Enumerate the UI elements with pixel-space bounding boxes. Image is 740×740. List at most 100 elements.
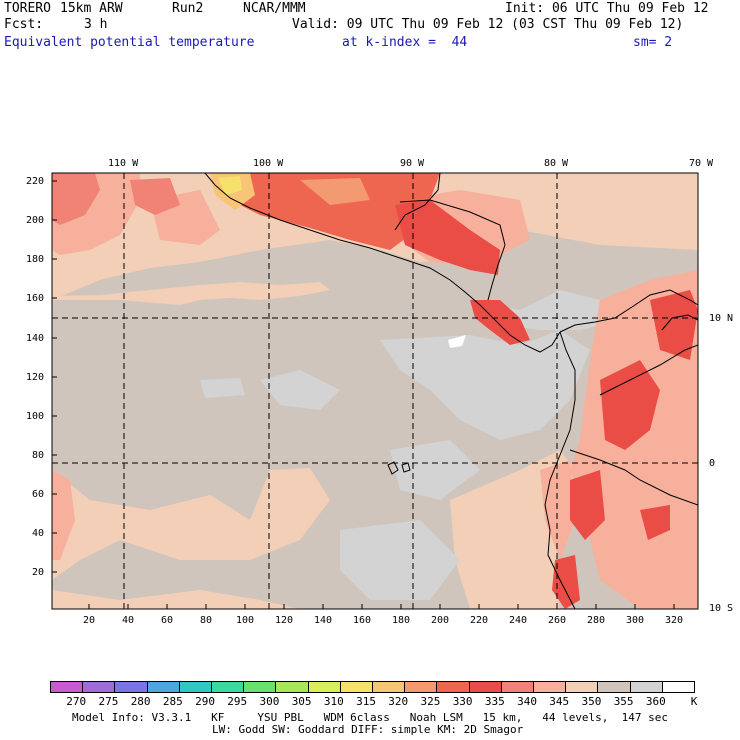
x-tick-280: 280 <box>587 615 606 626</box>
forecast-value: 3 h <box>84 17 108 32</box>
field-330-andes-north <box>600 360 660 450</box>
lon-label-70w: 70 W <box>689 158 714 169</box>
colorbar-label-360: 360 <box>645 695 666 708</box>
colorbar-swatch-290 <box>178 681 212 693</box>
field-360-patch <box>448 335 466 348</box>
x-tick-200: 200 <box>431 615 450 626</box>
colorbar-swatch-345 <box>533 681 567 693</box>
field-355-patch-5 <box>340 520 460 600</box>
smoothing-value: sm= 2 <box>633 35 673 50</box>
x-tick-140: 140 <box>314 615 333 626</box>
field-325-patch <box>300 178 370 205</box>
lat-label-10n: 10 N <box>709 313 734 324</box>
graticule <box>52 173 698 609</box>
colorbar-swatch-320 <box>372 681 406 693</box>
colorbar-swatch-270 <box>50 681 84 693</box>
colorbar-label-350: 350 <box>581 695 602 708</box>
colorbar-label-280: 280 <box>130 695 151 708</box>
y-tick-140: 140 <box>26 333 45 344</box>
colorbar-swatch-330 <box>436 681 470 693</box>
colorbar-swatch-340 <box>500 681 534 693</box>
colorbar-label-310: 310 <box>323 695 344 708</box>
colorbar-label-325: 325 <box>420 695 441 708</box>
x-tick-60: 60 <box>161 615 174 626</box>
colorbar-swatch-325 <box>404 681 438 693</box>
field-335-mexico-coast <box>130 178 180 215</box>
colorbar-swatch-K <box>661 681 695 693</box>
field-330-guatemala <box>395 200 500 275</box>
x-tick-220: 220 <box>470 615 489 626</box>
x-tick-180: 180 <box>392 615 411 626</box>
x-tick-80: 80 <box>200 615 213 626</box>
colorbar-swatch-315 <box>339 681 373 693</box>
coastlines <box>204 173 698 609</box>
field-335-northwest <box>52 173 100 225</box>
lon-label-90w: 90 W <box>400 158 425 169</box>
model-info: Model Info: V3.3.1 KF YSU PBL WDM 6class… <box>72 711 669 724</box>
x-tick-160: 160 <box>353 615 372 626</box>
colorbar-label-295: 295 <box>227 695 248 708</box>
forecast-label: Fcst: <box>4 17 44 32</box>
colorbar-swatch-280 <box>114 681 148 693</box>
colorbar-swatch-360 <box>629 681 663 693</box>
field-345-band <box>52 282 330 305</box>
field-330-costa-rica <box>470 300 530 345</box>
colorbar-swatch-285 <box>146 681 180 693</box>
y-tick-80: 80 <box>32 450 45 461</box>
y-tick-40: 40 <box>32 528 45 539</box>
field-330-ecuador-andes <box>570 470 605 540</box>
level-index: at k-index = 44 <box>342 35 468 50</box>
colorbar-label-275: 275 <box>98 695 119 708</box>
left-ticks <box>52 180 57 573</box>
lat-label-0: 0 <box>709 458 716 469</box>
model-run: Run2 <box>172 1 204 16</box>
field-355-patch-3 <box>380 330 590 440</box>
colorbar-label-K: K <box>690 695 698 708</box>
model-resolution: 15km ARW <box>60 1 123 16</box>
x-tick-260: 260 <box>548 615 567 626</box>
colorbar-swatch-305 <box>275 681 309 693</box>
colorbar-label-355: 355 <box>613 695 634 708</box>
model-org: NCAR/MMM <box>243 1 306 16</box>
colorbar-swatch-310 <box>307 681 341 693</box>
colorbar-label-340: 340 <box>517 695 537 708</box>
x-tick-40: 40 <box>122 615 135 626</box>
colorbar-label-345: 345 <box>549 695 570 708</box>
init-time: Init: 06 UTC Thu 09 Feb 12 <box>505 1 709 16</box>
y-tick-20: 20 <box>32 567 45 578</box>
colorbar-label-290: 290 <box>195 695 215 708</box>
lat-label-10s: 10 S <box>709 603 734 614</box>
bottom-ticks <box>88 604 675 609</box>
colorbar-swatch-355 <box>597 681 631 693</box>
colorbar-label-300: 300 <box>259 695 280 708</box>
colorbar-swatch-335 <box>468 681 502 693</box>
colorbar-label-335: 335 <box>484 695 505 708</box>
y-tick-100: 100 <box>26 411 45 422</box>
field-name: Equivalent potential temperature <box>4 35 255 50</box>
colorbar-label-305: 305 <box>291 695 312 708</box>
field-315-patch <box>218 176 242 195</box>
y-tick-180: 180 <box>26 254 45 265</box>
x-tick-240: 240 <box>509 615 528 626</box>
y-tick-220: 220 <box>26 176 45 187</box>
valid-time: Valid: 09 UTC Thu 09 Feb 12 (03 CST Thu … <box>292 17 684 32</box>
x-tick-100: 100 <box>236 615 255 626</box>
colorbar-swatch-350 <box>565 681 599 693</box>
y-tick-60: 60 <box>32 489 45 500</box>
colorbar-label-330: 330 <box>452 695 473 708</box>
field-345-bottom <box>52 590 300 609</box>
field-330-amazon <box>640 505 670 540</box>
colorbar-swatch-300 <box>243 681 277 693</box>
x-tick-20: 20 <box>83 615 96 626</box>
x-tick-300: 300 <box>626 615 645 626</box>
field-355-patch-1 <box>260 370 340 410</box>
colorbar-label-270: 270 <box>66 695 87 708</box>
y-tick-120: 120 <box>26 372 45 383</box>
x-tick-320: 320 <box>665 615 684 626</box>
field-355-patch-2 <box>200 378 245 398</box>
colorbar-label-285: 285 <box>162 695 183 708</box>
model-name: TORERO <box>4 1 51 16</box>
lon-label-110w: 110 W <box>108 158 139 169</box>
field-345-south-west <box>52 468 330 580</box>
